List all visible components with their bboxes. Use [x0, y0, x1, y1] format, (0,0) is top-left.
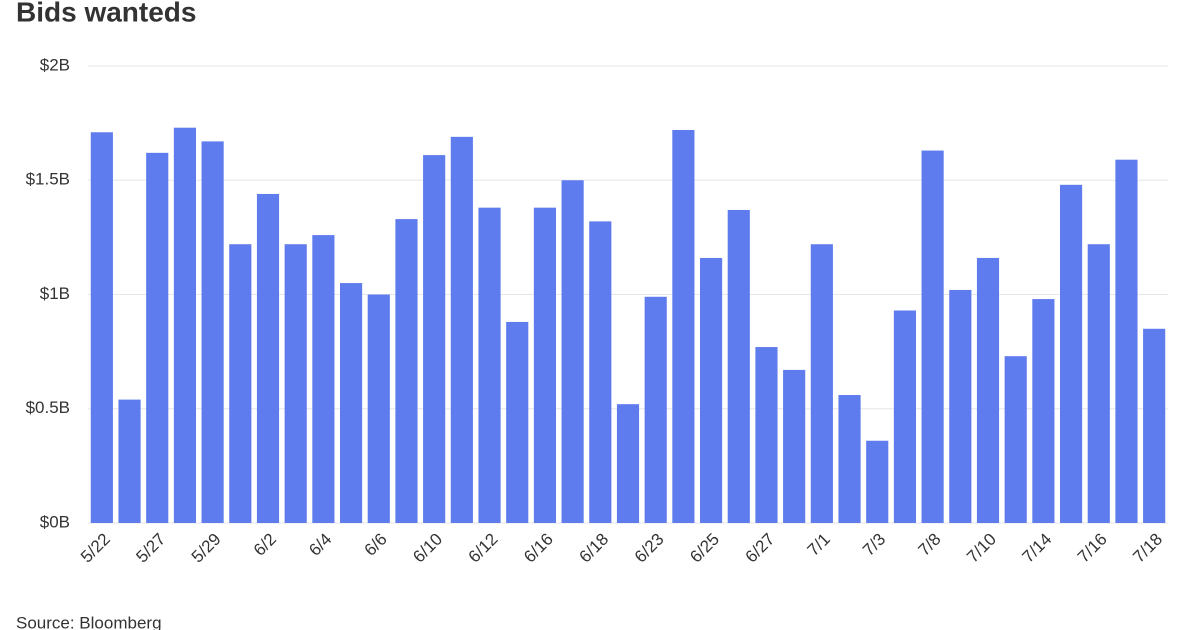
bar: [672, 129, 695, 524]
x-tick-label: 6/12: [465, 530, 502, 567]
x-tick-label: 6/6: [361, 530, 391, 560]
bar: [616, 404, 640, 523]
bar: [1087, 244, 1110, 524]
x-tick-label: 6/25: [686, 530, 723, 567]
bar: [700, 257, 723, 523]
x-tick-label: 6/23: [631, 530, 668, 567]
bar: [450, 136, 473, 523]
bar: [893, 310, 916, 523]
bar: [533, 207, 556, 524]
bar: [395, 219, 418, 523]
bar: [1115, 159, 1138, 523]
bar: [755, 347, 778, 523]
x-tick-label: 5/29: [188, 530, 225, 567]
bar: [1143, 328, 1166, 523]
x-tick-label: 7/16: [1074, 530, 1111, 567]
y-tick-label: $1B: [40, 284, 70, 303]
bar: [1032, 299, 1055, 523]
bar: [644, 296, 667, 523]
bar: [810, 244, 833, 524]
bar: [783, 369, 806, 523]
bar: [921, 150, 944, 524]
bar: [256, 193, 280, 523]
bar: [201, 141, 224, 523]
y-tick-label: $0.5B: [26, 398, 70, 417]
bar: [284, 244, 307, 524]
bar: [838, 395, 861, 523]
x-tick-label: 6/18: [575, 530, 612, 567]
x-tick-label: 5/22: [77, 530, 114, 567]
y-tick-label: $0B: [40, 512, 70, 531]
bar: [90, 132, 113, 523]
bar: [423, 155, 446, 524]
bar: [118, 399, 141, 523]
bar: [1060, 184, 1083, 523]
y-tick-label: $1.5B: [26, 170, 70, 189]
x-tick-label: 7/14: [1019, 530, 1056, 567]
x-tick-label: 6/27: [742, 530, 779, 567]
x-tick-label: 7/8: [914, 530, 944, 560]
bar: [589, 221, 612, 523]
bar: [173, 127, 196, 523]
chart-title: Bids wanteds: [16, 0, 196, 27]
x-tick-label: 7/1: [804, 530, 834, 560]
bar: [976, 257, 1000, 523]
source-note: Source: Bloomberg: [16, 613, 162, 630]
x-tick-label: 7/18: [1129, 530, 1166, 567]
x-tick-label: 6/10: [409, 530, 446, 567]
x-tick-label: 5/27: [132, 530, 169, 567]
bar: [1004, 356, 1027, 523]
bar: [229, 244, 252, 524]
y-tick-label: $2B: [40, 55, 70, 74]
x-tick-label: 6/2: [250, 530, 280, 560]
bar: [367, 294, 390, 523]
bar: [561, 180, 584, 523]
bar: [312, 235, 335, 523]
bar: [727, 209, 750, 523]
bar: [478, 207, 501, 524]
bar: [340, 283, 363, 523]
bar: [866, 440, 889, 523]
bar: [146, 152, 169, 523]
x-tick-label: 7/3: [859, 530, 889, 560]
bar: [506, 321, 529, 523]
x-tick-label: 6/4: [305, 530, 335, 560]
bar: [949, 289, 972, 523]
x-tick-label: 7/10: [963, 530, 1000, 567]
x-tick-label: 6/16: [520, 530, 557, 567]
